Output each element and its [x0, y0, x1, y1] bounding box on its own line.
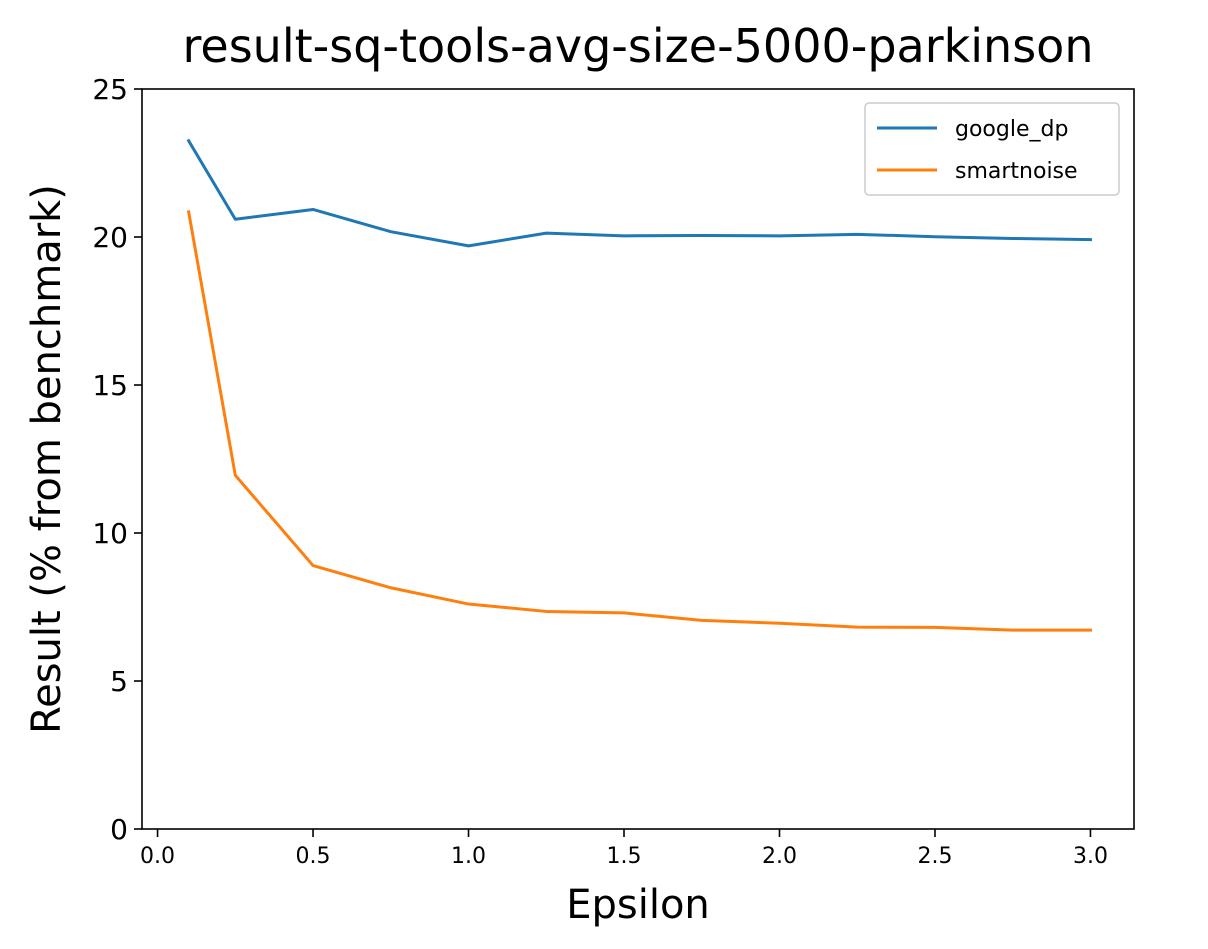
x-tick-label: 2.0 — [762, 844, 797, 869]
y-tick-label: 15 — [92, 369, 128, 402]
x-axis-ticks: 0.0 0.5 1.0 1.5 2.0 2.5 3.0 — [140, 829, 1108, 869]
x-tick-label: 3.0 — [1073, 844, 1108, 869]
x-tick-label: 1.5 — [607, 844, 642, 869]
chart-title: result-sq-tools-avg-size-5000-parkinson — [183, 19, 1094, 73]
y-tick-label: 20 — [92, 221, 128, 254]
legend: google_dp smartnoise — [864, 102, 1120, 196]
y-tick-label: 10 — [92, 517, 128, 550]
legend-box — [864, 102, 1120, 196]
x-tick-label: 1.0 — [451, 844, 486, 869]
plot-area-frame — [141, 88, 1135, 830]
legend-label-google_dp: google_dp — [955, 117, 1068, 142]
series-line-smartnoise — [186, 210, 1092, 632]
y-axis-label: Result (% from benchmark) — [24, 184, 70, 734]
series-lines — [186, 138, 1092, 632]
x-axis-label: Epsilon — [566, 882, 710, 928]
x-tick-label: 0.0 — [140, 844, 175, 869]
x-tick-label: 0.5 — [296, 844, 331, 869]
series-line-google_dp — [186, 138, 1092, 248]
y-axis-ticks: 0 5 10 15 20 25 — [92, 73, 142, 846]
y-tick-label: 0 — [110, 813, 128, 846]
y-tick-label: 5 — [110, 665, 128, 698]
legend-label-smartnoise: smartnoise — [955, 159, 1078, 184]
x-tick-label: 2.5 — [917, 844, 952, 869]
y-tick-label: 25 — [92, 73, 128, 106]
